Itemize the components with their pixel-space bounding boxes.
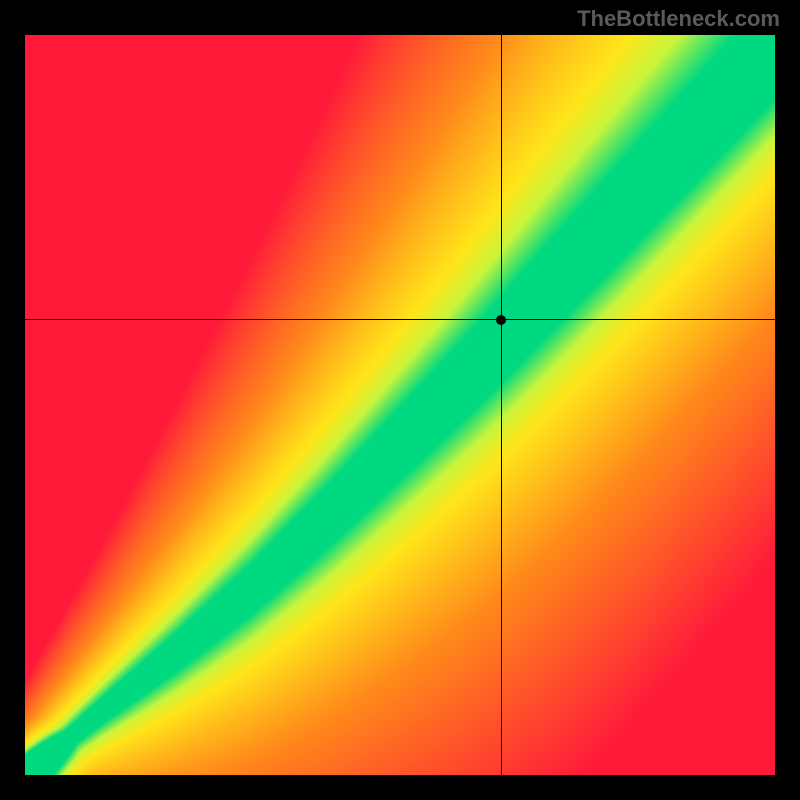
crosshair-marker [496, 315, 506, 325]
crosshair-horizontal [25, 319, 775, 320]
heatmap-canvas [25, 35, 775, 775]
heatmap-plot [25, 35, 775, 775]
watermark-text: TheBottleneck.com [577, 6, 780, 32]
crosshair-vertical [501, 35, 502, 775]
